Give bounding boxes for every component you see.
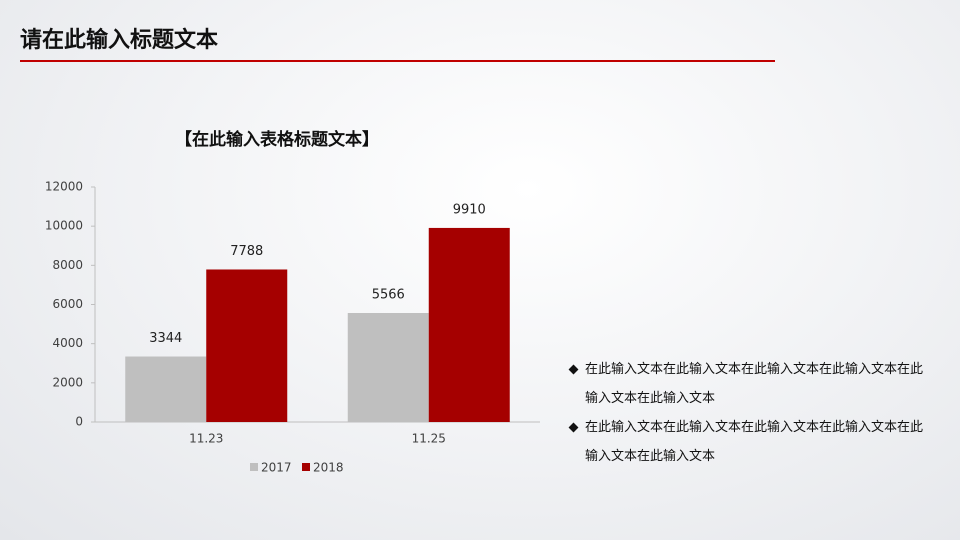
bar	[428, 227, 510, 422]
slide-title: 请在此输入标题文本	[20, 28, 219, 53]
x-tick-label: 11.23	[189, 432, 223, 446]
chart-title: 【在此输入表格标题文本】	[175, 129, 379, 150]
y-tick-label: 0	[75, 415, 83, 429]
bar	[125, 356, 207, 422]
legend-swatch	[250, 463, 258, 471]
y-tick-label: 12000	[45, 180, 83, 194]
legend-swatch	[302, 463, 310, 471]
x-tick-label: 11.25	[412, 432, 446, 446]
y-tick-label: 10000	[45, 219, 83, 233]
data-label: 3344	[149, 331, 182, 346]
bar	[347, 312, 429, 422]
bullet-text: 在此输入文本在此输入文本在此输入文本在此输入文本在此输入文本在此输入文本	[585, 420, 924, 464]
data-label: 5566	[372, 287, 405, 302]
legend-label: 2018	[313, 461, 344, 475]
y-tick-label: 4000	[52, 336, 83, 350]
y-tick-label: 8000	[52, 258, 83, 272]
y-tick-label: 6000	[52, 297, 83, 311]
title-rule	[20, 60, 775, 62]
legend-label: 2017	[261, 461, 292, 475]
bar	[206, 269, 288, 422]
data-label: 9910	[453, 202, 486, 217]
bullet-text: 在此输入文本在此输入文本在此输入文本在此输入文本在此输入文本在此输入文本	[585, 362, 924, 406]
data-label: 7788	[230, 244, 263, 259]
y-tick-label: 2000	[52, 375, 83, 389]
